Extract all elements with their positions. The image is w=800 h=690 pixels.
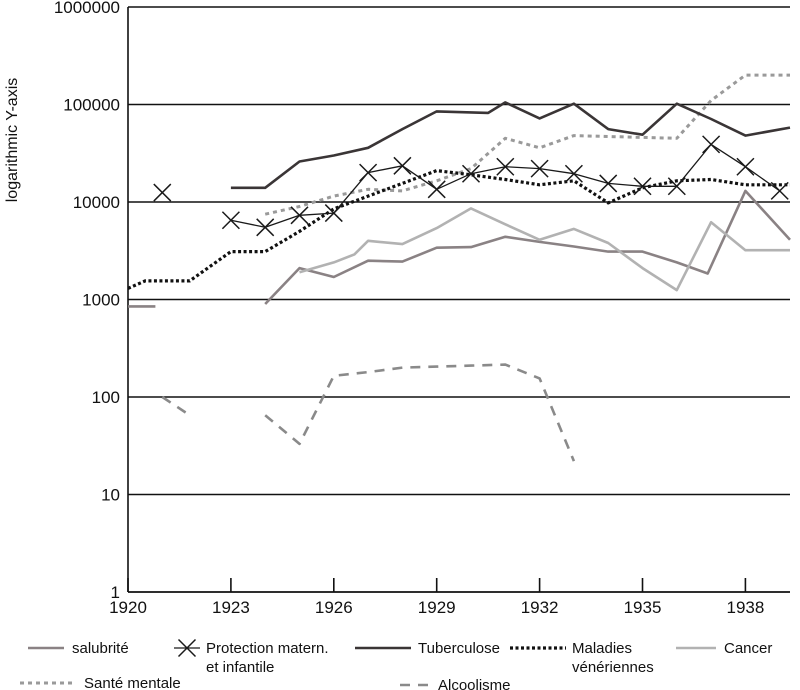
gridlines (128, 6, 790, 593)
tick-labels: 1 10 100 1000 10000 100000 1000000 1920 1923 1926… (54, 0, 765, 617)
legend-item: Cancer (676, 640, 772, 657)
series-2 (230, 101, 791, 190)
y-tick-label: 1000000 (54, 0, 120, 17)
data-point-marker (599, 174, 618, 193)
y-tick-label: 100 (92, 388, 120, 407)
x-tick-label: 1935 (624, 598, 662, 617)
data-point-marker (667, 177, 686, 196)
legend-item: Alcoolisme (400, 677, 511, 690)
x-tick-label: 1932 (521, 598, 559, 617)
series-3 (127, 169, 790, 290)
y-tick-label: 10000 (73, 193, 120, 212)
axes (127, 7, 790, 593)
legend-item: Santé mentale (20, 675, 181, 690)
series-line (264, 363, 576, 462)
legend-label: Protection matern. (206, 640, 329, 657)
x-tick-label: 1923 (212, 598, 250, 617)
data-point-marker (564, 164, 583, 183)
legend-label: et infantile (206, 659, 274, 676)
x-tick-label: 1929 (418, 598, 456, 617)
legend-item: salubrité (28, 640, 129, 657)
data-point-marker (153, 183, 172, 202)
series-line (230, 101, 791, 190)
y-tick-label: 1000 (82, 291, 120, 310)
x-tick-label: 1926 (315, 598, 353, 617)
legend-item: Maladies vénériennes (510, 640, 654, 676)
series-line (264, 189, 791, 305)
y-tick-label: 100000 (63, 96, 120, 115)
data-point-marker (393, 156, 412, 175)
series-line (161, 395, 191, 417)
legend-label: Tuberculose (418, 640, 500, 657)
legend-item: Protection matern. et infantile (174, 638, 329, 676)
legend-label: Santé mentale (84, 675, 181, 690)
y-tick-label: 10 (101, 486, 120, 505)
series-line (127, 169, 790, 290)
series-1 (153, 135, 789, 237)
data-point-marker (256, 218, 275, 237)
data-point-marker (427, 180, 446, 199)
data-point-marker (221, 211, 240, 230)
series-4 (299, 207, 790, 292)
data-point-marker (530, 159, 549, 178)
series-lines (127, 73, 791, 462)
data-point-marker (359, 163, 378, 182)
series-6 (161, 363, 576, 462)
data-point-marker (633, 177, 652, 196)
x-tick-label: 1938 (726, 598, 764, 617)
legend-label: Cancer (724, 640, 772, 657)
data-point-marker (324, 204, 343, 223)
legend-label: Maladies (572, 640, 632, 657)
y-tick-label: 1 (111, 583, 120, 602)
series-0 (128, 189, 791, 308)
legend-label: vénériennes (572, 659, 654, 676)
data-point-marker (290, 206, 309, 225)
legend-marker (177, 638, 197, 658)
y-axis-label: logarithmic Y-axis (4, 78, 21, 203)
data-point-marker (702, 135, 721, 154)
data-point-marker (461, 164, 481, 183)
series-line (299, 207, 790, 292)
legend-label: Alcoolisme (438, 677, 511, 690)
legend: salubrité Protection matern. et infantile T… (20, 638, 772, 690)
series-line (230, 143, 781, 228)
data-point-marker (736, 157, 755, 176)
x-tick-label: 1920 (109, 598, 147, 617)
data-point-marker (770, 181, 789, 200)
legend-label: salubrité (72, 640, 129, 657)
legend-item: Tuberculose (355, 640, 500, 657)
data-point-marker (496, 157, 515, 176)
